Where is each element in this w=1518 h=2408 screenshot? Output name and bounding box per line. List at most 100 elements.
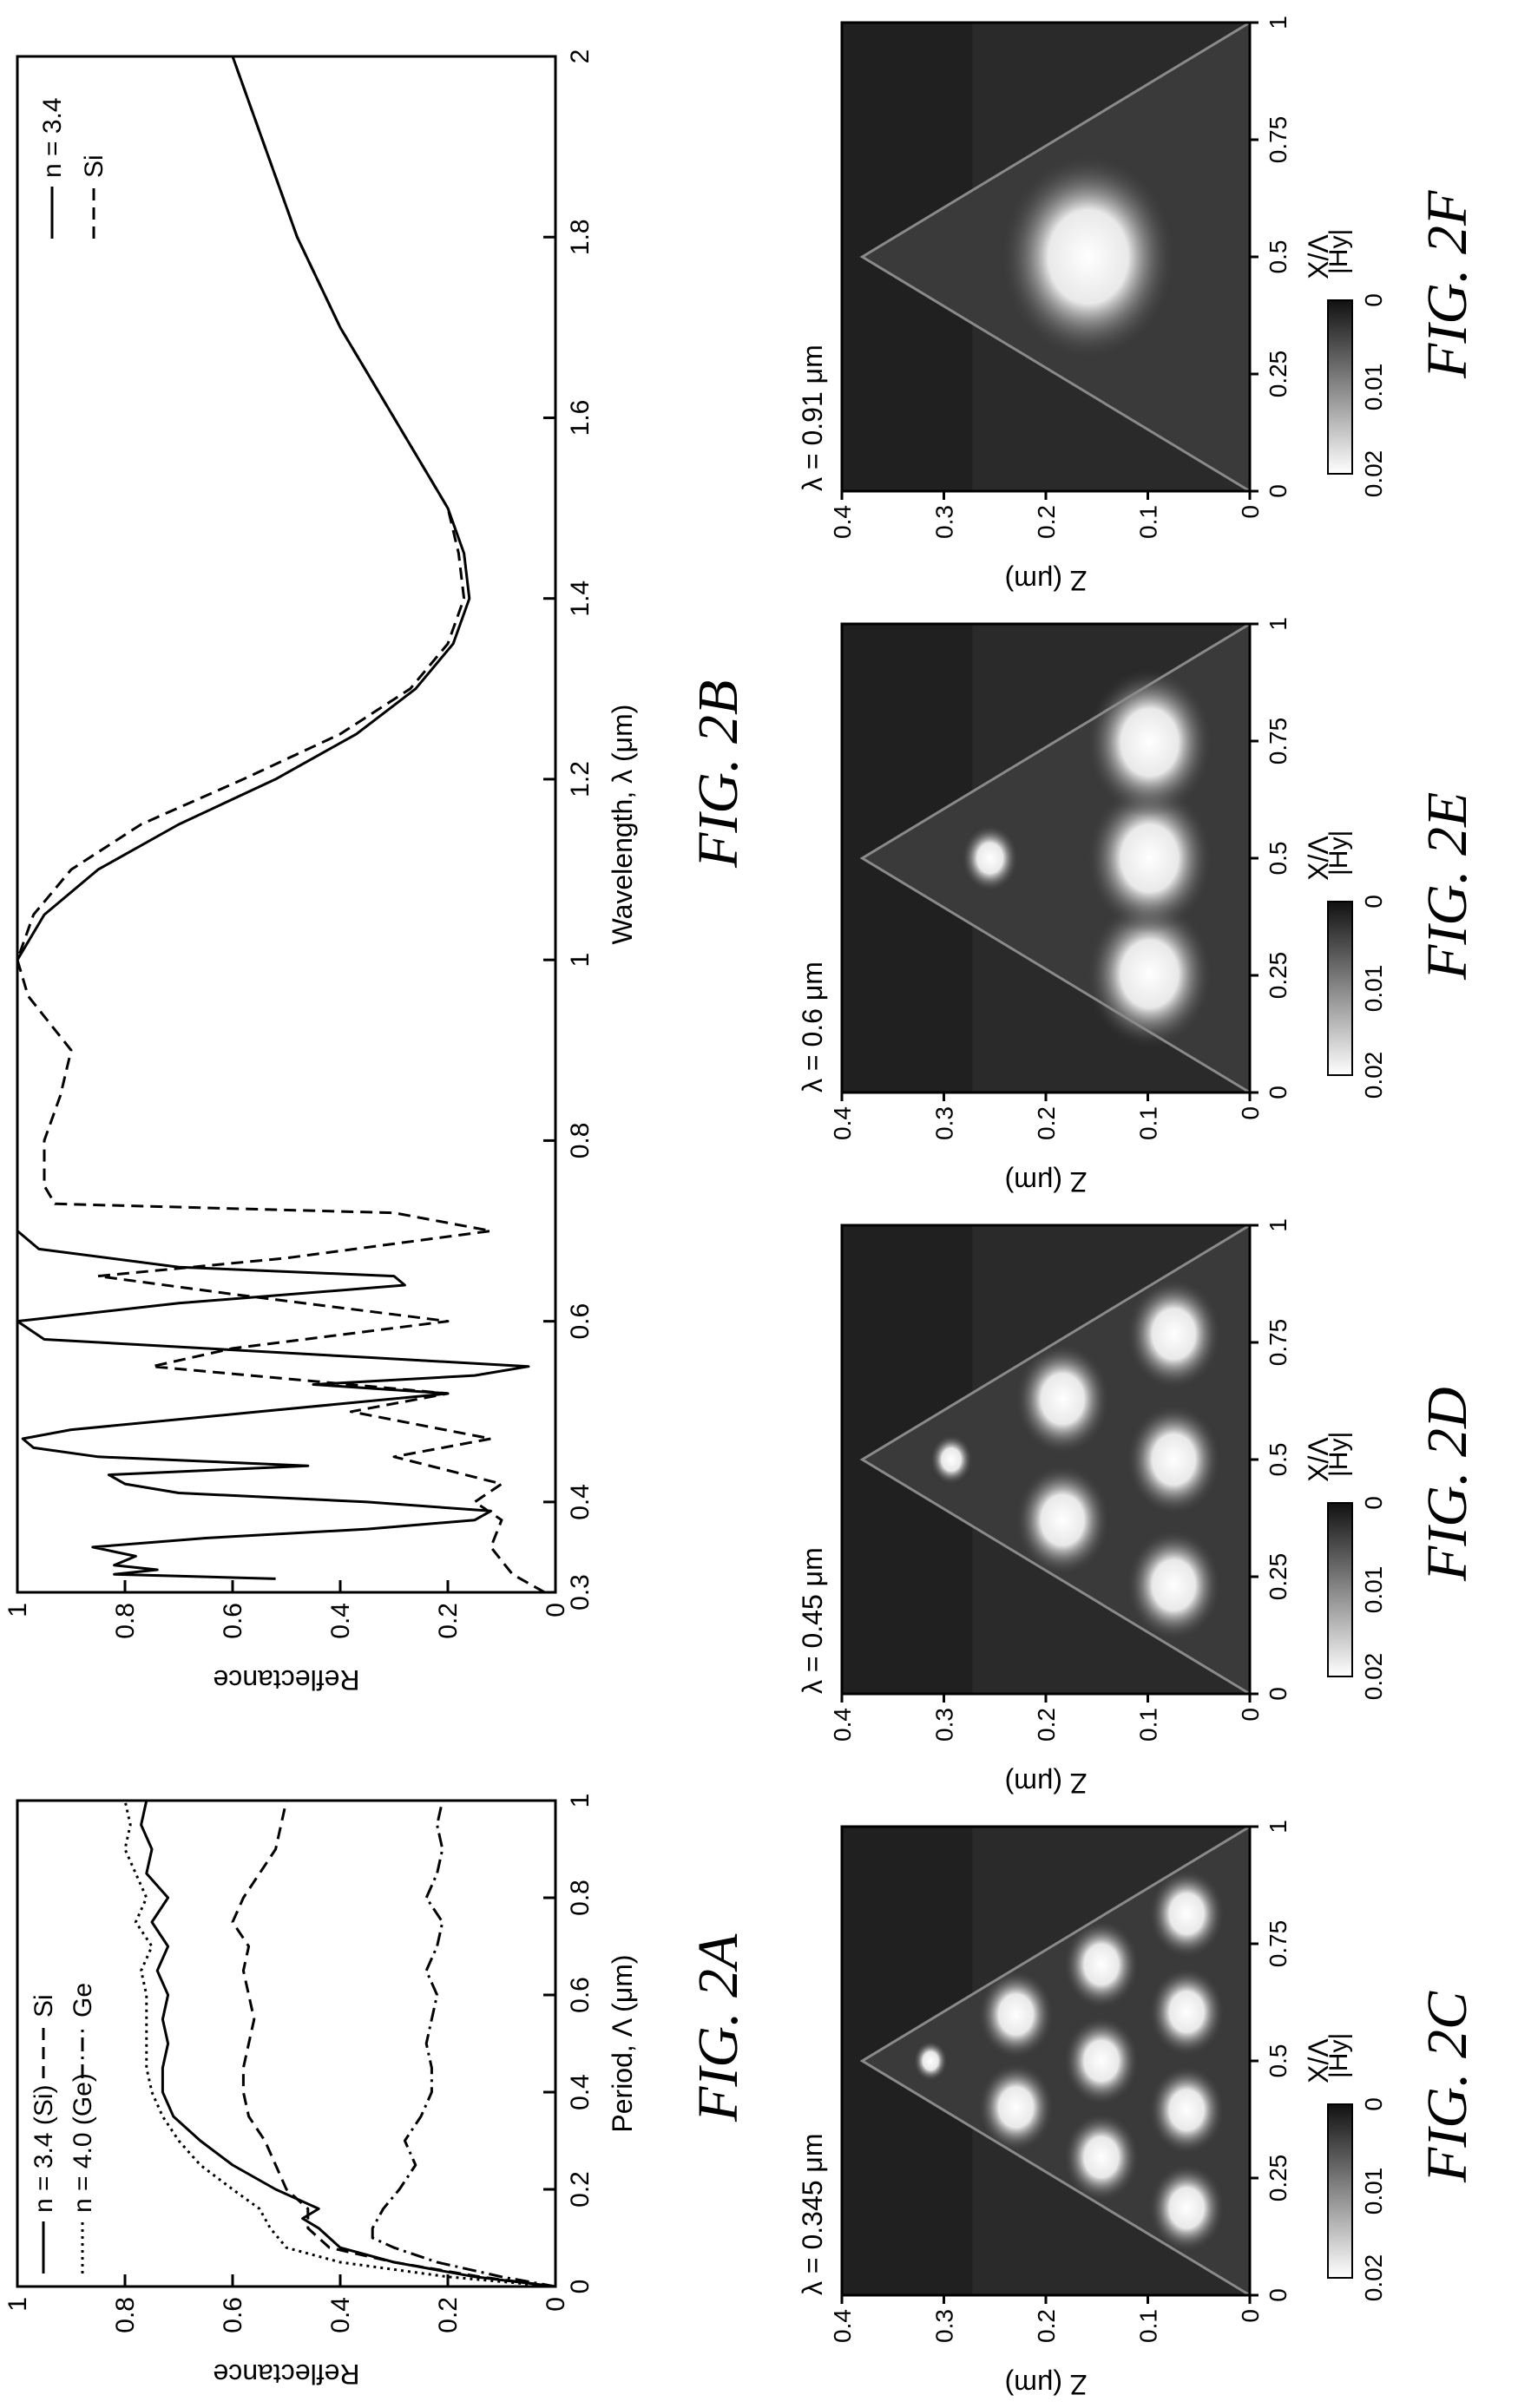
fig-2c-colorbar-label: |Hy| xyxy=(1324,2033,1353,2078)
fig-2a-series-line xyxy=(231,1800,556,2288)
fig-2e-xtick-label: 1 xyxy=(1265,617,1291,631)
fig-2c-triangle-region xyxy=(862,1827,1250,2295)
fig-2a-ytick-label: 1 xyxy=(3,2297,32,2312)
fig-2b-chart: 0.3 0.4 0.6 0.8 1 1.2 1.4 1.6 1.8 2 0 0.2 0.4 0.6 0.8 1… xyxy=(3,49,638,1696)
fig-2a-panel: 0 0.2 0.4 0.6 0.8 1 0 0.2 0.4 0.6 0.8 1 Period, Λ (μ… xyxy=(0,1783,781,2408)
fig-2d-field-map: 0 0.25 0.5 0.75 1 0 0.1 0.2 0.3 0.4 X/Λ Z (μm) 0.02 0… xyxy=(829,1218,1387,1799)
fig-2c-field-lobe xyxy=(913,2040,948,2082)
fig-2a-ylabel: Reflectance xyxy=(214,2359,360,2390)
fig-2f-panel: λ = 0.91 μm 0 0.25 0.5 0.75 1 0 0.1 0.2 0.3 0.4 X/Λ… xyxy=(781,3,1518,604)
fig-2f-colorbar xyxy=(1327,299,1353,475)
fig-2c-field-lobe xyxy=(977,1969,1055,2060)
fig-2d-field-lobe xyxy=(1015,1342,1111,1455)
fig-2c-xlabel: X/Λ xyxy=(1303,2038,1334,2083)
fig-2c-colorbar xyxy=(1327,2103,1353,2279)
fig-2b-xtick-label: 1.4 xyxy=(566,581,595,617)
fig-2b-ytick-label: 0.8 xyxy=(111,1603,140,1639)
fig-2b-xtick-label: 0.8 xyxy=(566,1123,595,1159)
fig-2f-colorbar-tick: 0 xyxy=(1360,293,1387,307)
fig-2e-triangle-outline xyxy=(859,622,1251,1094)
fig-2a-xtick-label: 0.6 xyxy=(566,1977,595,2013)
fig-2d-xtick-label: 1 xyxy=(1265,1218,1291,1232)
fig-2c-field-lobe xyxy=(1148,2064,1226,2155)
fig-2b-ytick-label: 0.2 xyxy=(434,1603,463,1639)
fig-2c-ytick-label: 0.3 xyxy=(931,2309,958,2343)
fig-2c-field-lobe xyxy=(1148,1966,1226,2057)
fig-2b-panel: 0.3 0.4 0.6 0.8 1 1.2 1.4 1.6 1.8 2 0 0.2 0.4 0.6 0.8 1… xyxy=(0,0,781,1714)
fig-2d-panel: λ = 0.45 μm 0 0.25 0.5 0.75 1 0 0.1 0.2 0.3 0.4 X/Λ… xyxy=(781,1205,1518,1807)
fig-2d-xtick-label: 0.5 xyxy=(1265,1443,1291,1477)
fig-2b-series-line xyxy=(16,56,546,1594)
fig-2a-legend-label: n = 3.4 (Si) xyxy=(30,2084,58,2213)
fig-2e-colorbar-tick: 0 xyxy=(1360,895,1387,909)
fig-2e-field-map: 0 0.25 0.5 0.75 1 0 0.1 0.2 0.3 0.4 X/Λ Z (μm) 0.02 0… xyxy=(829,617,1387,1197)
fig-2a-xlabel: Period, Λ (μm) xyxy=(607,1954,638,2132)
fig-2f-field-map: 0 0.25 0.5 0.75 1 0 0.1 0.2 0.3 0.4 X/Λ Z (μm) 0.02 0… xyxy=(829,16,1387,596)
fig-2a-chart: 0 0.2 0.4 0.6 0.8 1 0 0.2 0.4 0.6 0.8 1 Period, Λ (μ… xyxy=(3,1794,638,2390)
fig-2b-ylabel: Reflectance xyxy=(214,1664,360,1696)
fig-2c-field-lobe xyxy=(1062,2016,1140,2106)
fig-2f-xtick-label: 0.75 xyxy=(1265,116,1291,164)
fig-2a-legend-label: Ge xyxy=(69,1983,97,2018)
fig-2c-colorbar-tick: 0 xyxy=(1360,2097,1387,2111)
fig-2d-field-lobe xyxy=(930,1434,973,1486)
fig-2c-triangle-outline xyxy=(859,1825,1251,2297)
fig-2c-xtick-label: 0 xyxy=(1265,2288,1291,2302)
fig-2f-xtick-label: 1 xyxy=(1265,16,1291,30)
fig-2d-ytick-label: 0.1 xyxy=(1135,1708,1162,1742)
fig-2c-ytick-label: 0 xyxy=(1237,2309,1264,2323)
fig-2c-ylabel: Z (μm) xyxy=(1005,2369,1088,2400)
fig-2b-xtick-label: 0.6 xyxy=(566,1303,595,1340)
fig-2a-xtick-label: 0.8 xyxy=(566,1880,595,1916)
fig-2e-ytick-label: 0.3 xyxy=(931,1106,958,1140)
fig-2e-colorbar-tick: 0.02 xyxy=(1360,1052,1387,1099)
fig-2d-field-lobe xyxy=(1126,1277,1222,1390)
fig-2a-series-line xyxy=(123,1800,556,2288)
fig-2a-ytick-label: 0 xyxy=(542,2297,570,2312)
fig-2d-colorbar-tick: 0 xyxy=(1360,1496,1387,1510)
fig-2b-xtick-label: 1.8 xyxy=(566,219,595,255)
fig-2d-xtick-label: 0.25 xyxy=(1265,1553,1291,1601)
fig-2d-colorbar xyxy=(1327,1502,1353,1677)
fig-2b-xtick-label: 1.2 xyxy=(566,761,595,797)
fig-2c-title: λ = 0.345 μm xyxy=(797,2133,828,2295)
fig-2d-ytick-label: 0.4 xyxy=(829,1708,856,1742)
fig-2f-title: λ = 0.91 μm xyxy=(797,344,828,491)
fig-2c-panel: λ = 0.345 μm 0 0.25 0.5 0.75 1 0 0.1 0.2 0.3 0.4 X/… xyxy=(781,1807,1518,2408)
fig-2c-colorbar-tick: 0.02 xyxy=(1360,2254,1387,2302)
fig-2b-series-line xyxy=(16,56,530,1580)
fig-2d-colorbar-tick: 0.01 xyxy=(1360,1566,1387,1614)
fig-2c-field-map: 0 0.25 0.5 0.75 1 0 0.1 0.2 0.3 0.4 X/Λ Z (μm) 0.02 0… xyxy=(829,1820,1387,2400)
fig-2d-field-lobe xyxy=(1126,1529,1222,1642)
fig-2a-xtick-label: 1 xyxy=(566,1794,595,1808)
fig-2e-ytick-label: 0.4 xyxy=(829,1106,856,1140)
fig-2f-colorbar-label: |Hy| xyxy=(1324,229,1353,274)
fig-2d-triangle-outline xyxy=(859,1224,1251,1696)
fig-2a-legend-label: n = 4.0 (Ge) xyxy=(69,2073,97,2213)
fig-2b-xtick-label: 0.4 xyxy=(566,1484,595,1520)
fig-2e-field-lobe xyxy=(1086,667,1213,817)
fig-2f-xtick-label: 0 xyxy=(1265,484,1291,498)
fig-2e-xtick-label: 0.5 xyxy=(1265,842,1291,876)
fig-2b-ytick-label: 0.6 xyxy=(219,1603,247,1639)
fig-2d-field-lobe xyxy=(1015,1464,1111,1577)
fig-2f-triangle-outline xyxy=(859,21,1251,493)
fig-2e-xtick-label: 0 xyxy=(1265,1086,1291,1099)
fig-2f-xtick-label: 0.25 xyxy=(1265,351,1291,398)
fig-2f-xlabel: X/Λ xyxy=(1303,234,1334,279)
fig-2f-colorbar-tick: 0.01 xyxy=(1360,364,1387,411)
fig-2c-field-lobe xyxy=(1148,1868,1226,1959)
fig-2c-xtick-label: 0.75 xyxy=(1265,1920,1291,1968)
fig-2d-title: λ = 0.45 μm xyxy=(797,1547,828,1694)
fig-2b-xlabel: Wavelength, λ (μm) xyxy=(607,705,638,945)
fig-2a-plot-frame xyxy=(16,1799,557,2288)
fig-2f-xtick-label: 0.5 xyxy=(1265,240,1291,274)
fig-2a-xtick-label: 0.4 xyxy=(566,2074,595,2110)
fig-2c-field-lobe xyxy=(1062,2112,1140,2202)
fig-2e-caption: FIG. 2E xyxy=(1416,791,1479,980)
fig-2a-ytick-label: 0.6 xyxy=(219,2297,247,2333)
fig-2e-ylabel: Z (μm) xyxy=(1005,1166,1088,1197)
fig-2a-xtick-label: 0.2 xyxy=(566,2171,595,2208)
fig-2d-ytick-label: 0.3 xyxy=(931,1708,958,1742)
